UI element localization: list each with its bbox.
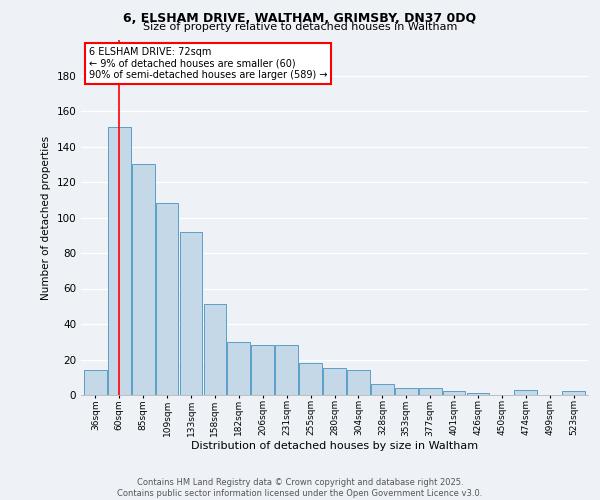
- Y-axis label: Number of detached properties: Number of detached properties: [41, 136, 51, 300]
- Bar: [395, 388, 418, 395]
- Bar: [227, 342, 250, 395]
- Bar: [299, 363, 322, 395]
- Bar: [467, 393, 490, 395]
- Bar: [179, 232, 202, 395]
- Bar: [251, 346, 274, 395]
- Text: Contains HM Land Registry data © Crown copyright and database right 2025.
Contai: Contains HM Land Registry data © Crown c…: [118, 478, 482, 498]
- X-axis label: Distribution of detached houses by size in Waltham: Distribution of detached houses by size …: [191, 441, 478, 451]
- Bar: [419, 388, 442, 395]
- Bar: [132, 164, 155, 395]
- Bar: [443, 392, 466, 395]
- Bar: [514, 390, 537, 395]
- Text: 6 ELSHAM DRIVE: 72sqm
← 9% of detached houses are smaller (60)
90% of semi-detac: 6 ELSHAM DRIVE: 72sqm ← 9% of detached h…: [89, 47, 327, 80]
- Text: Size of property relative to detached houses in Waltham: Size of property relative to detached ho…: [143, 22, 457, 32]
- Bar: [562, 392, 585, 395]
- Bar: [84, 370, 107, 395]
- Bar: [275, 346, 298, 395]
- Bar: [108, 127, 131, 395]
- Bar: [156, 204, 178, 395]
- Text: 6, ELSHAM DRIVE, WALTHAM, GRIMSBY, DN37 0DQ: 6, ELSHAM DRIVE, WALTHAM, GRIMSBY, DN37 …: [124, 12, 476, 26]
- Bar: [203, 304, 226, 395]
- Bar: [347, 370, 370, 395]
- Bar: [323, 368, 346, 395]
- Bar: [371, 384, 394, 395]
